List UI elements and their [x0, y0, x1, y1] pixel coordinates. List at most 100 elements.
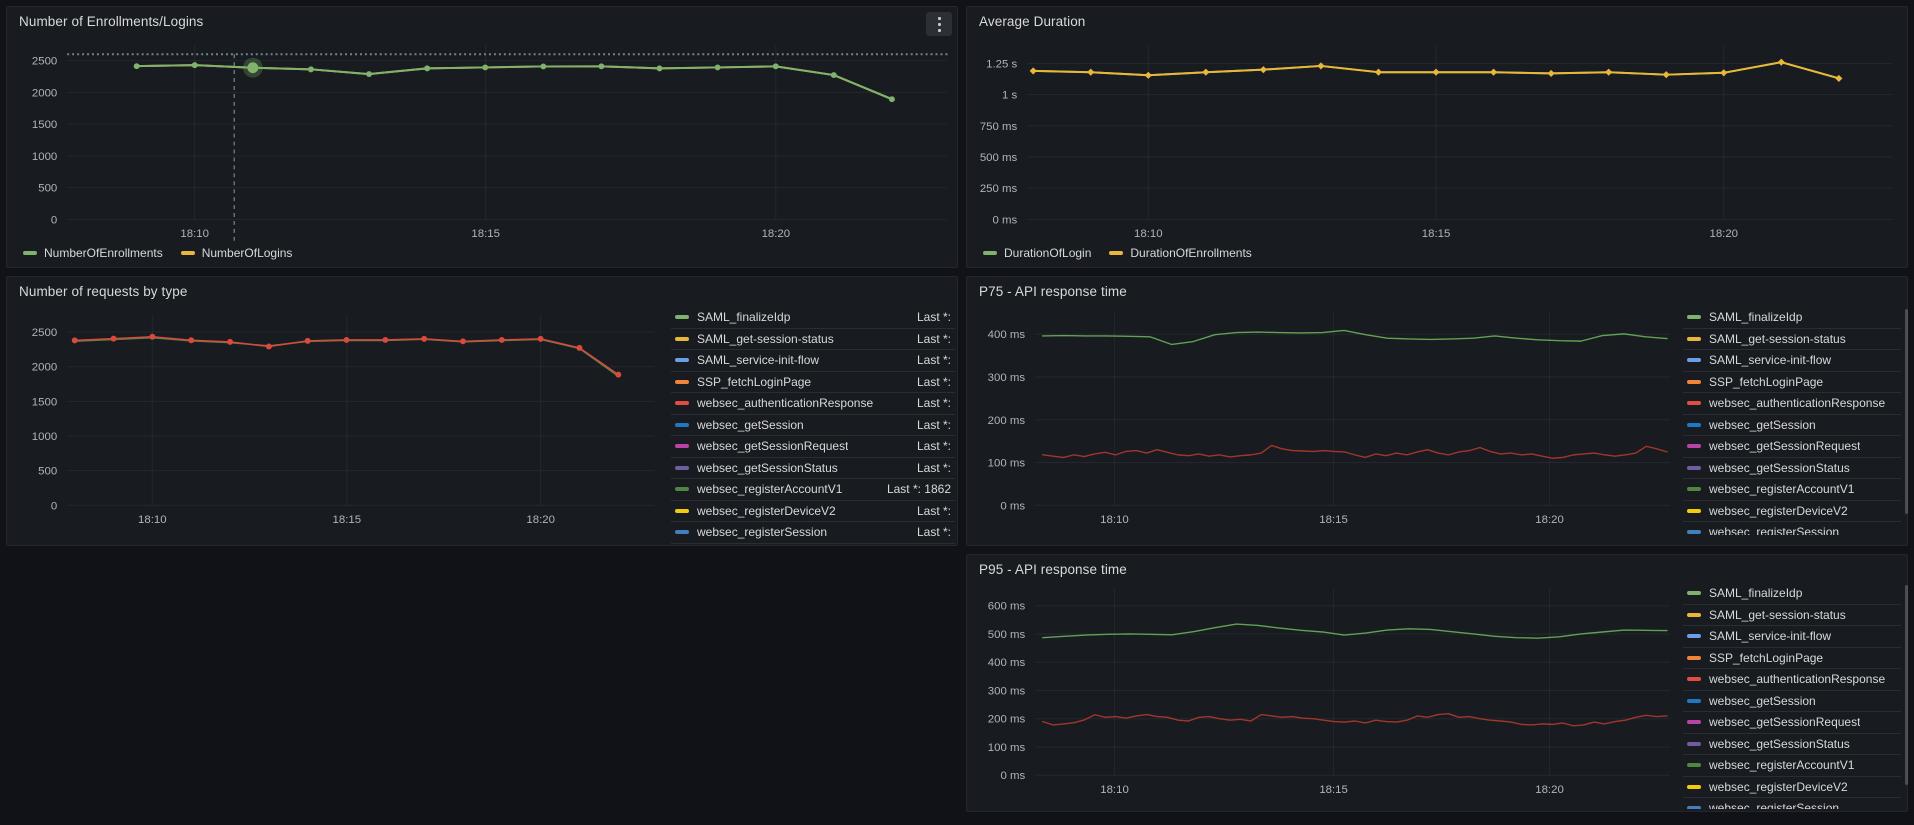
legend-item-SAML_service-init-flow[interactable]: SAML_service-init-flow Last *:	[671, 350, 955, 372]
y-axis-tick-label: 400 ms	[988, 329, 1026, 341]
panel-title[interactable]: Number of requests by type	[19, 284, 188, 299]
legend-item-label: websec_getSessionStatus	[697, 460, 838, 475]
legend-color-icon	[1687, 763, 1701, 768]
series-line-SAML_finalizeIdp	[1041, 329, 1668, 346]
legend-item-websec_registerAccountV1[interactable]: websec_registerAccountV1 Last *: 1862	[671, 479, 955, 501]
series-line-SAML_finalizeIdp	[1042, 623, 1668, 639]
legend-color-icon	[1687, 806, 1701, 809]
panel-title[interactable]: P95 - API response time	[979, 562, 1127, 577]
legend-item-websec_registerSession[interactable]: websec_registerSession	[1683, 522, 1901, 535]
y-axis-tick-label: 2000	[32, 362, 57, 374]
legend-item-SSP_fetchLoginPage[interactable]: SSP_fetchLoginPage Last *:	[671, 372, 955, 393]
legend-item-label: websec_authenticationResponse	[1709, 396, 1886, 411]
legend-item-last-value: Last *:	[916, 503, 951, 518]
legend-color-icon	[675, 465, 689, 470]
legend-scrollbar[interactable]	[1905, 585, 1908, 785]
legend-item-label: websec_registerAccountV1	[1709, 482, 1855, 497]
legend-item-label: SAML_get-session-status	[1709, 331, 1846, 346]
legend-item-SSP_fetchLoginPage[interactable]: SSP_fetchLoginPage	[1683, 372, 1901, 393]
legend-item-SAML_get-session-status[interactable]: SAML_get-session-status	[1683, 605, 1901, 626]
panel-average-duration: 0 ms 250 ms 500 ms 750 ms 1 s 1.25 s 18:10 18:1…	[966, 6, 1908, 268]
legend-item-websec_authenticationResponse[interactable]: websec_authenticationResponse	[1683, 669, 1901, 691]
legend-item-label: SSP_fetchLoginPage	[697, 374, 812, 389]
legend-item-websec_registerDeviceV2[interactable]: websec_registerDeviceV2	[1683, 501, 1901, 522]
legend-item-label: SAML_service-init-flow	[697, 353, 820, 368]
y-axis-tick-label: 0	[51, 500, 57, 512]
legend-color-icon	[1687, 465, 1701, 470]
legend-item-SAML_service-init-flow[interactable]: SAML_service-init-flow	[1683, 350, 1901, 372]
requests-chart-canvas[interactable]: 0 500 1000 1500 2000 2500 18:10 18:15 18:20	[7, 277, 957, 545]
legend-color-icon	[1687, 444, 1701, 449]
legend-item-label: websec_getSession	[1709, 693, 1816, 708]
legend-item-label: websec_authenticationResponse	[1709, 672, 1886, 687]
legend-item-websec_getSessionStatus[interactable]: websec_getSessionStatus	[1683, 734, 1901, 755]
hovered-point[interactable]	[247, 62, 259, 74]
legend: SAML_finalizeIdp Last *: SAML_get-session-…	[671, 307, 955, 547]
legend-item-websec_getSessionRequest[interactable]: websec_getSessionRequest	[1683, 436, 1901, 458]
legend-item-websec_getSession[interactable]: websec_getSession Last *:	[671, 415, 955, 436]
legend-item-websec_getSessionRequest[interactable]: websec_getSessionRequest	[1683, 712, 1901, 734]
panel-menu-button[interactable]	[926, 12, 952, 36]
legend-item-label: websec_registerSession	[697, 525, 828, 540]
legend-item-SAML_service-init-flow[interactable]: SAML_service-init-flow	[1683, 626, 1901, 648]
x-axis-tick-label: 18:20	[762, 228, 791, 240]
panel-p75-response-time: 0 ms 100 ms 200 ms 300 ms 400 ms 18:10 18:15 18…	[966, 276, 1908, 546]
legend-item-SAML_get-session-status[interactable]: SAML_get-session-status	[1683, 329, 1901, 350]
legend-item-websec_registerDeviceV2[interactable]: websec_registerDeviceV2	[1683, 777, 1901, 798]
legend-color-icon	[1687, 530, 1701, 535]
legend-color-icon	[1109, 251, 1124, 255]
y-axis-tick-label: 200 ms	[988, 714, 1026, 726]
legend-item-SAML_finalizeIdp[interactable]: SAML_finalizeIdp	[1683, 583, 1901, 605]
legend-item-websec_registerAccountV1[interactable]: websec_registerAccountV1	[1683, 755, 1901, 777]
legend-color-icon	[1687, 487, 1701, 492]
enrollments-chart-canvas[interactable]: 0 500 1000 1500 2000 2500 18:10 18:15 18:20	[7, 7, 957, 267]
legend-item-label: websec_getSession	[697, 417, 804, 432]
legend-color-icon	[675, 530, 689, 535]
legend-item-label: websec_registerSession	[1709, 801, 1840, 809]
legend-color-icon	[1687, 720, 1701, 725]
legend-scrollbar[interactable]	[1905, 309, 1908, 514]
legend-item-websec_getSession[interactable]: websec_getSession	[1683, 415, 1901, 436]
legend-item-websec_getSessionRequest[interactable]: websec_getSessionRequest Last *:	[671, 436, 955, 458]
legend-item-last-value: Last *:	[916, 525, 951, 540]
panel-title[interactable]: P75 - API response time	[979, 284, 1127, 299]
series-line-NumberOfEnrollments	[135, 64, 893, 101]
legend-item-label: websec_registerAccountV1	[697, 482, 843, 497]
y-axis-tick-label: 300 ms	[988, 685, 1026, 697]
legend-item-SSP_fetchLoginPage[interactable]: SSP_fetchLoginPage	[1683, 648, 1901, 669]
panel-title[interactable]: Average Duration	[979, 14, 1086, 29]
legend-item-label: websec_getSessionStatus	[1709, 736, 1850, 751]
legend-item-NumberOfEnrollments[interactable]: NumberOfEnrollments	[23, 246, 163, 260]
legend-item-websec_authenticationResponse[interactable]: websec_authenticationResponse	[1683, 393, 1901, 415]
avg-duration-chart-canvas[interactable]: 0 ms 250 ms 500 ms 750 ms 1 s 1.25 s 18:10 18:1…	[967, 7, 1907, 267]
legend-item-websec_getSessionStatus[interactable]: websec_getSessionStatus Last *:	[671, 458, 955, 479]
series-line-websec_authenticationResponse	[1041, 444, 1668, 459]
p95-chart-canvas[interactable]: 0 ms 100 ms 200 ms 300 ms 400 ms 500 ms 600 ms…	[967, 555, 1907, 811]
legend-color-icon	[1687, 591, 1701, 596]
legend-item-SAML_finalizeIdp[interactable]: SAML_finalizeIdp	[1683, 307, 1901, 329]
legend-item-websec_registerAccountV1[interactable]: websec_registerAccountV1	[1683, 479, 1901, 501]
p75-chart-canvas[interactable]: 0 ms 100 ms 200 ms 300 ms 400 ms 18:10 18:15 18…	[967, 277, 1907, 545]
y-axis-tick-label: 1500	[32, 119, 57, 131]
legend-item-last-value: Last *:	[916, 439, 951, 454]
legend-item-DurationOfEnrollments[interactable]: DurationOfEnrollments	[1109, 246, 1252, 260]
legend-item-websec_registerDeviceV2[interactable]: websec_registerDeviceV2 Last *:	[671, 501, 955, 522]
legend-item-label: websec_registerSession	[1709, 525, 1840, 535]
legend-item-DurationOfLogin[interactable]: DurationOfLogin	[983, 246, 1091, 260]
legend-item-SAML_finalizeIdp[interactable]: SAML_finalizeIdp Last *:	[671, 307, 955, 329]
legend-item-websec_authenticationResponse[interactable]: websec_authenticationResponse Last *:	[671, 393, 955, 415]
legend-item-websec_registerSession[interactable]: websec_registerSession Last *:	[671, 522, 955, 544]
panel-title[interactable]: Number of Enrollments/Logins	[19, 14, 204, 29]
legend-item-websec_registerSession[interactable]: websec_registerSession	[1683, 798, 1901, 809]
legend-item-websec_getSessionStatus[interactable]: websec_getSessionStatus	[1683, 458, 1901, 479]
legend-color-icon	[1687, 655, 1701, 660]
legend-color-icon	[675, 401, 689, 406]
legend-item-websec_getSession[interactable]: websec_getSession	[1683, 691, 1901, 712]
legend-item-label: websec_registerAccountV1	[1709, 758, 1855, 773]
legend-item-NumberOfLogins[interactable]: NumberOfLogins	[180, 246, 292, 260]
legend-item-SAML_get-session-status[interactable]: SAML_get-session-status Last *:	[671, 329, 955, 350]
legend: NumberOfEnrollments NumberOfLogins	[23, 246, 292, 260]
y-axis-tick-label: 2000	[32, 87, 57, 99]
kebab-dot-icon	[937, 22, 941, 26]
